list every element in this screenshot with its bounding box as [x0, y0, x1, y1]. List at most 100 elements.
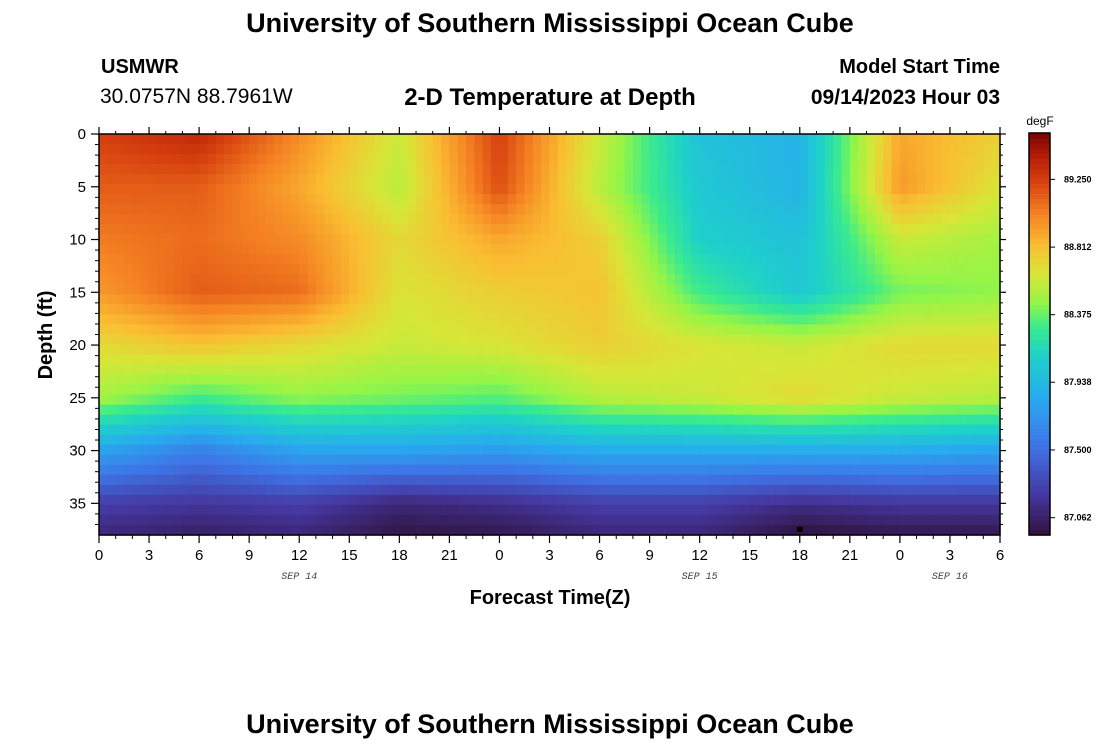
heatmap-cell — [808, 214, 818, 225]
heatmap-cell — [524, 254, 534, 265]
heatmap-cell — [124, 294, 133, 306]
heatmap-cell — [783, 204, 793, 215]
heatmap-cell — [532, 384, 542, 396]
heatmap-cell — [491, 294, 501, 306]
heatmap-cell — [432, 294, 442, 306]
heatmap-cell — [657, 484, 667, 496]
heatmap-cell — [140, 364, 150, 376]
colorbar-segment — [1029, 359, 1050, 365]
heatmap-cell — [365, 274, 375, 285]
heatmap-cell — [991, 304, 1001, 316]
heatmap-cell — [382, 194, 392, 205]
heatmap-cell — [449, 424, 459, 436]
heatmap-cell — [541, 244, 551, 255]
heatmap-cell — [399, 174, 409, 185]
colorbar-unit-label: degF — [1026, 114, 1053, 128]
heatmap-cell — [591, 234, 601, 245]
heatmap-cell — [99, 374, 108, 386]
heatmap-cell — [240, 204, 250, 215]
heatmap-cell — [607, 514, 617, 526]
heatmap-cell — [115, 274, 125, 285]
heatmap-cell — [758, 144, 767, 155]
colorbar-segment — [1029, 409, 1050, 416]
heatmap-cell — [758, 394, 767, 406]
heatmap-cell — [924, 404, 934, 416]
heatmap-cell — [966, 234, 976, 245]
heatmap-cell — [432, 214, 442, 225]
heatmap-cell — [265, 454, 275, 466]
heatmap-cell — [382, 394, 392, 406]
heatmap-cell — [132, 254, 142, 265]
heatmap-cell — [274, 354, 284, 366]
heatmap-cell — [474, 354, 484, 366]
heatmap-cell — [841, 514, 851, 526]
heatmap-cell — [883, 304, 893, 316]
heatmap-cell — [441, 274, 450, 285]
heatmap — [99, 134, 1001, 536]
heatmap-cell — [849, 294, 859, 306]
heatmap-cell — [691, 164, 701, 175]
heatmap-cell — [199, 434, 209, 446]
heatmap-cell — [390, 164, 400, 175]
heatmap-cell — [190, 494, 200, 506]
heatmap-cell — [666, 164, 676, 175]
heatmap-cell — [566, 144, 576, 155]
heatmap-cell — [499, 194, 509, 205]
heatmap-cell — [224, 194, 234, 205]
heatmap-cell — [858, 404, 868, 416]
heatmap-cell — [424, 264, 434, 275]
heatmap-cell — [649, 284, 659, 296]
heatmap-cell — [407, 224, 417, 235]
heatmap-cell — [958, 294, 968, 306]
heatmap-cell — [908, 434, 918, 446]
heatmap-cell — [524, 154, 534, 165]
heatmap-cell — [449, 214, 459, 225]
heatmap-cell — [516, 424, 526, 436]
heatmap-cell — [833, 314, 843, 326]
heatmap-cell — [357, 164, 367, 175]
heatmap-cell — [157, 354, 167, 366]
heatmap-cell — [332, 524, 342, 536]
heatmap-cell — [149, 224, 158, 235]
heatmap-cell — [699, 464, 709, 476]
heatmap-cell — [207, 374, 217, 386]
heatmap-cell — [482, 154, 492, 165]
heatmap-cell — [224, 474, 234, 486]
heatmap-cell — [833, 284, 843, 296]
heatmap-cell — [449, 364, 459, 376]
heatmap-cell — [849, 474, 859, 486]
heatmap-cell — [232, 294, 242, 306]
heatmap-cell — [257, 224, 267, 235]
heatmap-cell — [566, 234, 576, 245]
heatmap-cell — [632, 204, 642, 215]
heatmap-cell — [441, 184, 450, 195]
heatmap-cell — [708, 464, 717, 476]
heatmap-cell — [315, 444, 325, 456]
heatmap-cell — [649, 524, 659, 536]
heatmap-cell — [307, 344, 317, 356]
heatmap-cell — [699, 344, 709, 356]
heatmap-cell — [958, 404, 968, 416]
heatmap-cell — [858, 374, 868, 386]
heatmap-cell — [374, 244, 384, 255]
heatmap-cell — [257, 254, 267, 265]
heatmap-cell — [758, 454, 767, 466]
heatmap-cell — [265, 254, 275, 265]
heatmap-cell — [908, 294, 918, 306]
heatmap-cell — [616, 344, 626, 356]
heatmap-cell — [799, 314, 809, 326]
heatmap-cell — [582, 214, 592, 225]
heatmap-cell — [624, 454, 634, 466]
heatmap-cell — [941, 484, 951, 496]
heatmap-cell — [416, 514, 425, 526]
heatmap-cell — [833, 324, 843, 336]
heatmap-cell — [691, 224, 701, 235]
heatmap-cell — [708, 374, 717, 386]
heatmap-cell — [482, 414, 492, 426]
heatmap-cell — [232, 324, 242, 336]
heatmap-cell — [215, 254, 225, 265]
heatmap-cell — [482, 384, 492, 396]
heatmap-cell — [941, 294, 951, 306]
heatmap-cell — [182, 434, 192, 446]
